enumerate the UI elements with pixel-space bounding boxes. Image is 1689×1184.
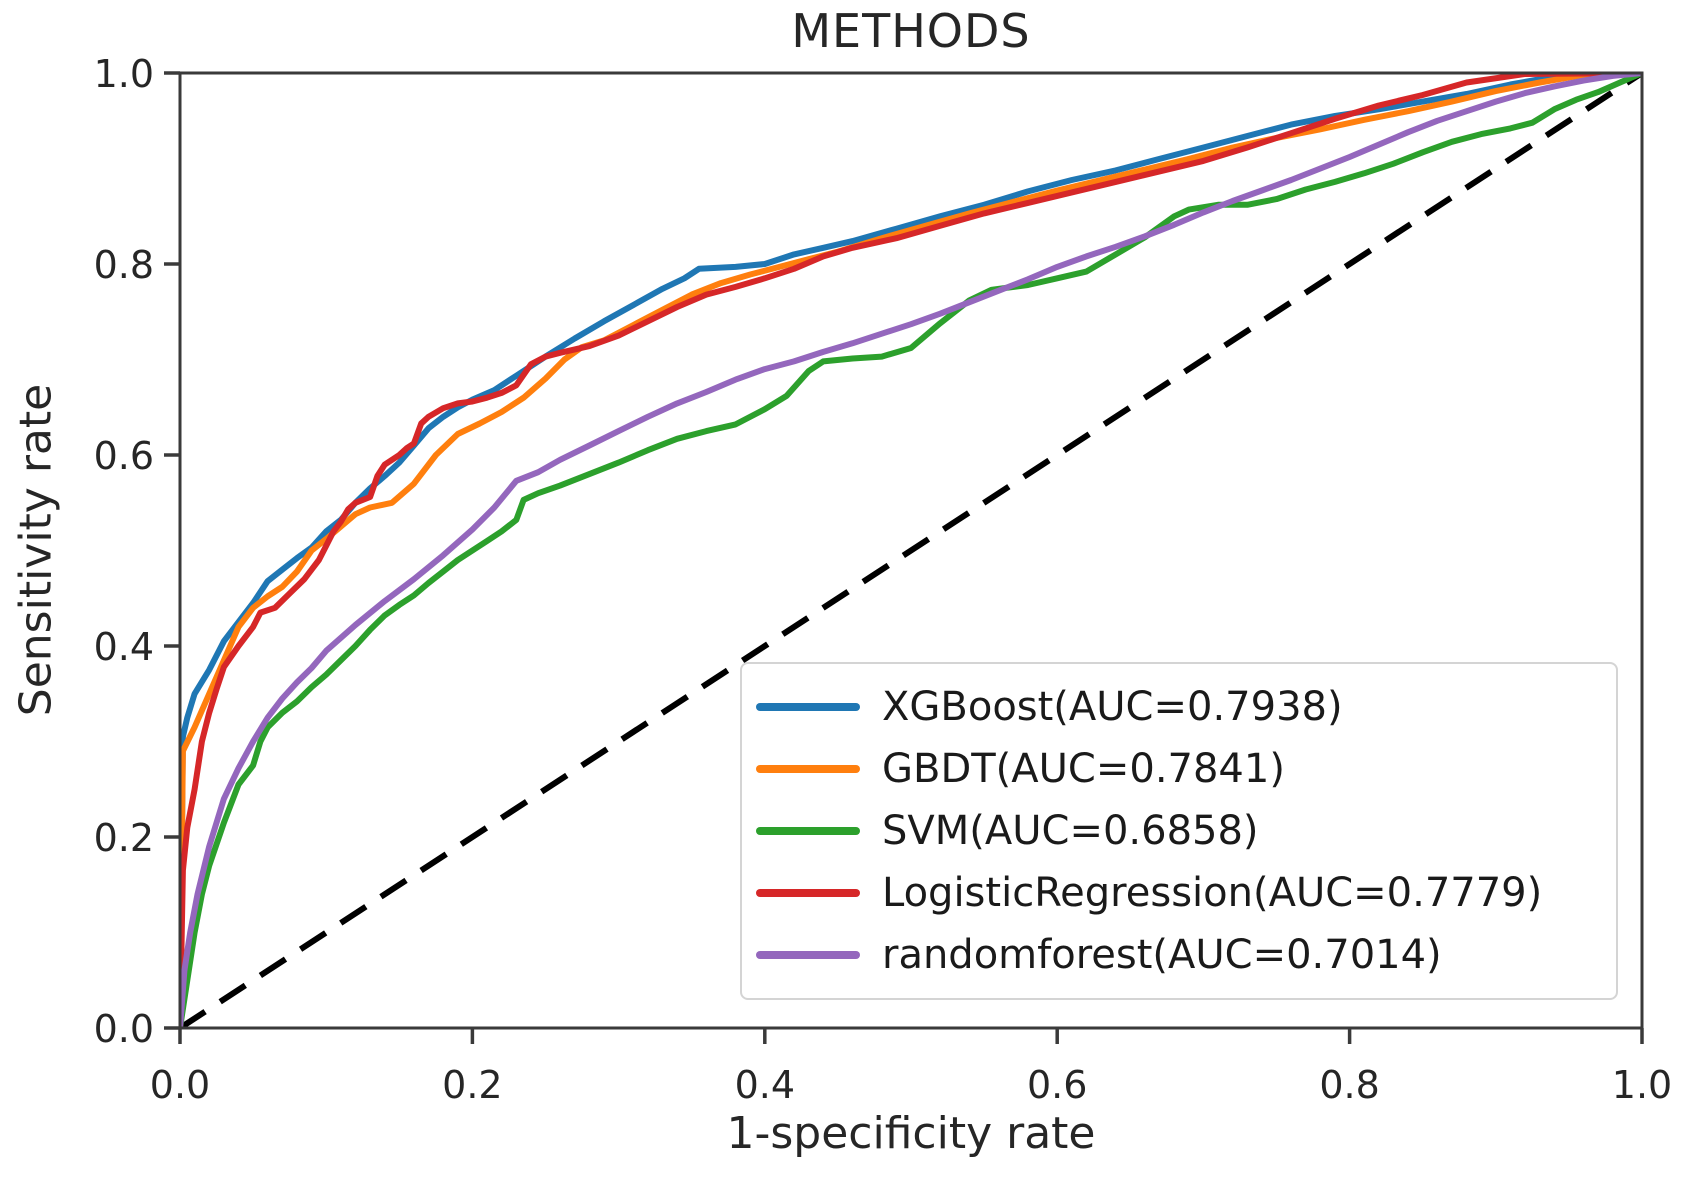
y-tick-label: 0.0 — [94, 1007, 154, 1051]
legend-label: SVM(AUC=0.6858) — [882, 808, 1259, 854]
legend: XGBoost(AUC=0.7938) GBDT(AUC=0.7841) SVM(A… — [740, 662, 1618, 1000]
legend-line-sample-randomforest — [756, 951, 860, 959]
y-tick-label: 0.8 — [94, 243, 154, 287]
legend-item-gbdt: GBDT(AUC=0.7841) — [742, 746, 1616, 792]
roc-curve-svm — [180, 73, 1642, 1028]
x-tick-label: 0.6 — [1027, 1063, 1087, 1107]
roc-curve-xgboost — [180, 73, 1642, 1028]
legend-line-sample-gbdt — [756, 765, 860, 773]
x-axis-label: 1-specificity rate — [726, 1108, 1096, 1159]
x-tick-label: 0.4 — [735, 1063, 795, 1107]
legend-line-sample-logisticregression — [756, 889, 860, 897]
chart-title: METHODS — [791, 4, 1031, 58]
legend-label: LogisticRegression(AUC=0.7779) — [882, 870, 1543, 916]
legend-item-svm: SVM(AUC=0.6858) — [742, 808, 1616, 854]
legend-line-sample-svm — [756, 827, 860, 835]
y-tick-label: 0.6 — [94, 434, 154, 478]
legend-label: GBDT(AUC=0.7841) — [882, 746, 1285, 792]
legend-label: XGBoost(AUC=0.7938) — [882, 684, 1343, 730]
y-tick-label: 0.4 — [94, 625, 154, 669]
x-tick-label: 0.2 — [442, 1063, 502, 1107]
roc-curve-logisticregression — [180, 73, 1642, 1028]
roc-curve-randomforest — [180, 73, 1642, 1028]
plot-frame — [178, 71, 1644, 1030]
legend-item-xgboost: XGBoost(AUC=0.7938) — [742, 684, 1616, 730]
legend-line-sample-xgboost — [756, 703, 860, 711]
x-tick-label: 1.0 — [1612, 1063, 1672, 1107]
legend-label: randomforest(AUC=0.7014) — [882, 932, 1442, 978]
x-tick-label: 0.0 — [150, 1063, 210, 1107]
legend-item-randomforest: randomforest(AUC=0.7014) — [742, 932, 1616, 978]
chance-diagonal-line — [180, 73, 1642, 1028]
x-tick-label: 0.8 — [1319, 1063, 1379, 1107]
y-tick-label: 1.0 — [94, 52, 154, 96]
y-tick-label: 0.2 — [94, 816, 154, 860]
legend-item-logisticregression: LogisticRegression(AUC=0.7779) — [742, 870, 1616, 916]
